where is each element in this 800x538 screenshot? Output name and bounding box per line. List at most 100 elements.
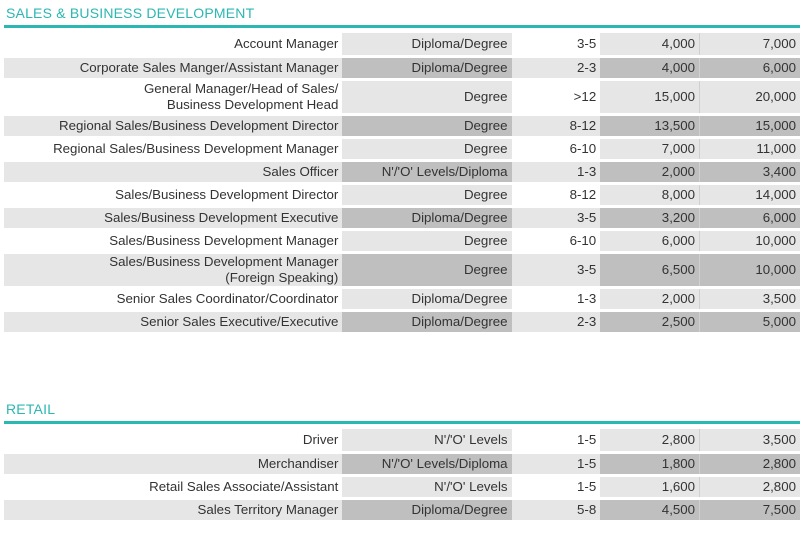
salary-max-cell: 6,000 [699,56,800,81]
education-cell: Degree [342,183,512,208]
salary-max-cell: 3,500 [699,287,800,312]
job-title-line: Regional Sales/Business Development Dire… [59,117,339,133]
experience-years-cell: >12 [511,79,601,116]
job-title-cell: Corporate Sales Manger/Assistant Manager [4,56,343,81]
experience-years-cell: 3-5 [511,206,601,231]
experience-years-cell: 1-3 [511,287,601,312]
job-title-line: Sales/Business Development Manager [109,232,339,248]
section-sales-rule [4,25,800,28]
salary-min-cell: 4,500 [600,498,701,523]
job-title-cell: Regional Sales/Business Development Mana… [4,137,343,162]
sales-table: Account Manager Diploma/Degree 3-5 4,000 7,0… [4,33,800,335]
job-title-line: Account Manager [234,35,339,51]
salary-min-cell: 2,000 [600,287,701,312]
education-cell: Degree [342,229,512,254]
table-row: Merchandiser N'/'O' Levels/Diploma 1-5 1,80… [4,452,800,477]
education-cell: Diploma/Degree [342,498,512,523]
section-retail-rule [4,421,800,424]
experience-years-cell: 1-5 [511,475,601,500]
experience-years-cell: 2-3 [511,56,601,81]
table-row: Driver N'/'O' Levels 1-5 2,800 3,500 [4,429,800,454]
salary-min-cell: 4,000 [600,33,701,58]
education-cell: N'/'O' Levels [342,429,512,454]
education-cell: Degree [342,137,512,162]
salary-min-cell: 1,800 [600,452,701,477]
education-cell: Diploma/Degree [342,287,512,312]
job-title-cell: Sales Officer [4,160,343,185]
salary-min-cell: 2,500 [600,310,701,335]
table-row: Sales/Business Development Manager Degree… [4,229,800,254]
education-cell: Diploma/Degree [342,310,512,335]
table-row: Sales Officer N'/'O' Levels/Diploma 1-3 2,0… [4,160,800,185]
table-row: Corporate Sales Manger/Assistant Manager… [4,56,800,81]
salary-max-cell: 10,000 [699,229,800,254]
experience-years-cell: 1-5 [511,429,601,454]
education-cell: Diploma/Degree [342,206,512,231]
salary-min-cell: 6,500 [600,252,701,289]
experience-years-cell: 1-5 [511,452,601,477]
job-title-cell: Account Manager [4,33,343,58]
salary-max-cell: 15,000 [699,114,800,139]
experience-years-cell: 8-12 [511,114,601,139]
table-row: Senior Sales Coordinator/Coordinator Dipl… [4,287,800,312]
salary-max-cell: 3,400 [699,160,800,185]
retail-table: Driver N'/'O' Levels 1-5 2,800 3,500 Merchand… [4,429,800,523]
job-title-line: Sales/Business Development Manager [109,253,339,269]
job-title-line: Sales/Business Development Director [115,186,339,202]
section-retail-title: RETAIL [6,401,56,417]
experience-years-cell: 6-10 [511,137,601,162]
education-cell: Diploma/Degree [342,33,512,58]
salary-min-cell: 2,000 [600,160,701,185]
job-title-line: Sales Officer [262,163,339,179]
salary-max-cell: 5,000 [699,310,800,335]
table-row: Sales/Business Development Manager (Forei… [4,252,800,289]
job-title-line: Corporate Sales Manger/Assistant Manager [79,59,339,75]
experience-years-cell: 2-3 [511,310,601,335]
job-title-cell: Regional Sales/Business Development Dire… [4,114,343,139]
salary-min-cell: 13,500 [600,114,701,139]
salary-min-cell: 8,000 [600,183,701,208]
salary-max-cell: 14,000 [699,183,800,208]
table-row: Sales/Business Development Executive Dipl… [4,206,800,231]
education-cell: Degree [342,79,512,116]
job-title-cell: Sales/Business Development Director [4,183,343,208]
job-title-line: Senior Sales Coordinator/Coordinator [116,290,339,306]
table-row: Sales/Business Development Director Degre… [4,183,800,208]
experience-years-cell: 3-5 [511,33,601,58]
salary-min-cell: 3,200 [600,206,701,231]
salary-max-cell: 2,800 [699,452,800,477]
salary-min-cell: 2,800 [600,429,701,454]
salary-min-cell: 15,000 [600,79,701,116]
salary-min-cell: 6,000 [600,229,701,254]
education-cell: N'/'O' Levels [342,475,512,500]
experience-years-cell: 5-8 [511,498,601,523]
job-title-cell: Senior Sales Coordinator/Coordinator [4,287,343,312]
job-title-cell: General Manager/Head of Sales/Business D… [4,79,343,116]
salary-max-cell: 7,000 [699,33,800,58]
job-title-cell: Sales Territory Manager [4,498,343,523]
experience-years-cell: 1-3 [511,160,601,185]
table-row: Retail Sales Associate/Assistant N'/'O' L… [4,475,800,500]
table-row: Regional Sales/Business Development Dire… [4,114,800,139]
job-title-cell: Sales/Business Development Manager (Forei… [4,252,343,289]
education-cell: Diploma/Degree [342,56,512,81]
job-title-cell: Driver [4,429,343,454]
salary-max-cell: 3,500 [699,429,800,454]
job-title-line: Retail Sales Associate/Assistant [149,478,339,494]
salary-max-cell: 11,000 [699,137,800,162]
experience-years-cell: 8-12 [511,183,601,208]
section-sales-title: SALES & BUSINESS DEVELOPMENT [6,5,255,21]
job-title-line: Business Development Head [166,96,339,112]
experience-years-cell: 3-5 [511,252,601,289]
job-title-cell: Sales/Business Development Executive [4,206,343,231]
table-row: Regional Sales/Business Development Mana… [4,137,800,162]
job-title-line: Sales Territory Manager [197,501,339,517]
salary-min-cell: 7,000 [600,137,701,162]
job-title-line: Regional Sales/Business Development Mana… [53,140,339,156]
job-title-line: Senior Sales Executive/Executive [140,313,339,329]
job-title-line: (Foreign Speaking) [225,269,339,285]
education-cell: Degree [342,252,512,289]
salary-max-cell: 10,000 [699,252,800,289]
education-cell: Degree [342,114,512,139]
job-title-cell: Merchandiser [4,452,343,477]
